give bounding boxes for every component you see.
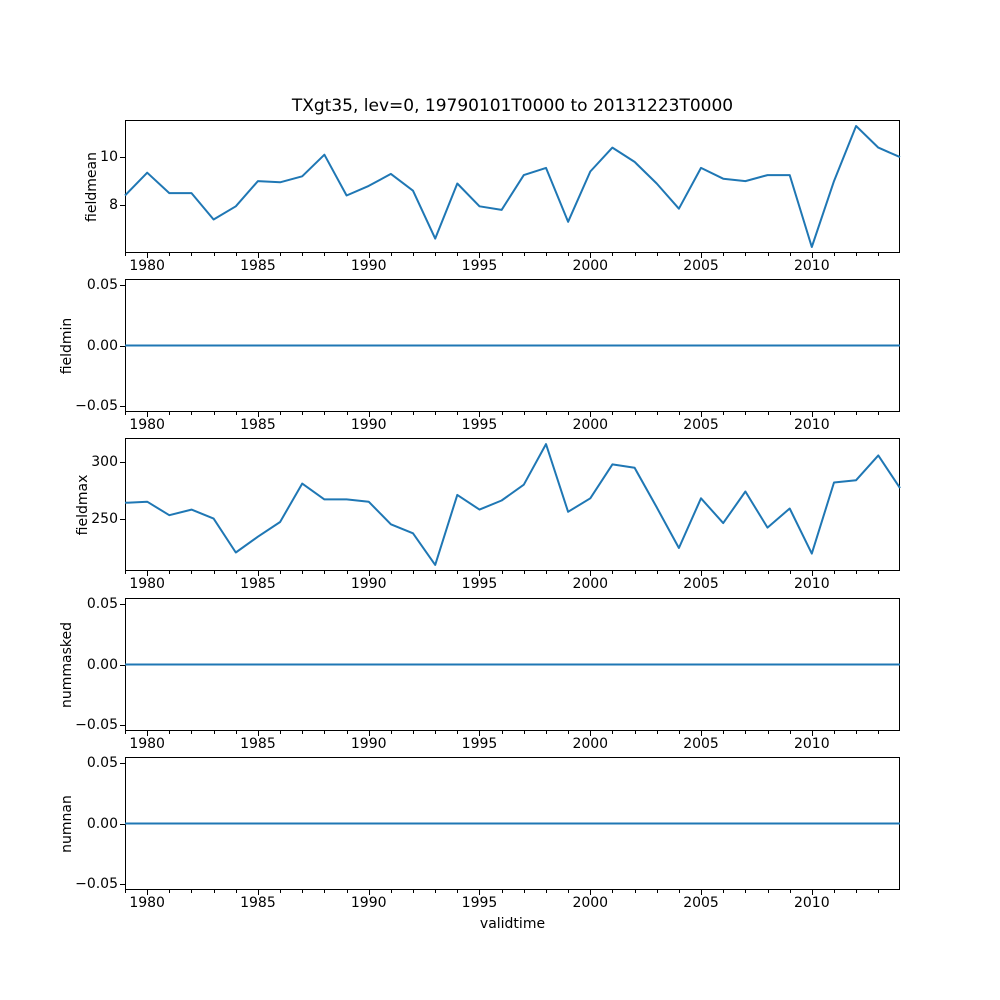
x-tick-label: 1990 xyxy=(350,895,387,911)
x-tick-label: 2005 xyxy=(683,258,719,274)
x-tick-label: 2000 xyxy=(572,895,609,911)
x-tick-label: 1995 xyxy=(461,736,498,752)
y-tick-label: 250 xyxy=(18,511,118,527)
x-tick-label: 1995 xyxy=(461,258,498,274)
fieldmin-plot-area xyxy=(120,279,900,417)
x-tick-label: 1990 xyxy=(350,736,387,752)
x-tick-label: 1985 xyxy=(240,895,276,911)
y-tick-label: 0.05 xyxy=(18,277,118,293)
y-tick-label-text: 8 xyxy=(109,197,118,214)
x-tick-label: 2010 xyxy=(793,736,830,752)
y-axis-label-fieldmin: fieldmin xyxy=(59,317,75,374)
x-tick-label: 1995 xyxy=(461,576,498,592)
x-tick-label: 2005 xyxy=(683,417,719,433)
x-tick-label: 1985 xyxy=(240,576,276,592)
y-tick-label: −0.05 xyxy=(18,876,118,892)
axes-border xyxy=(125,438,900,571)
nummasked-plot-area xyxy=(120,598,900,736)
fieldmean-line xyxy=(124,125,901,248)
x-tick-label: 1990 xyxy=(350,258,387,274)
fieldmean-plot-area xyxy=(120,120,901,258)
x-tick-label: 1980 xyxy=(129,895,165,911)
y-tick-label: 0.00 xyxy=(18,338,118,354)
x-tick-label: 1985 xyxy=(240,417,276,433)
y-tick-label: 0.05 xyxy=(18,755,118,771)
y-tick-label-text: −0.05 xyxy=(75,397,118,414)
x-tick-label: 1985 xyxy=(240,736,276,752)
y-tick-label-text: −0.05 xyxy=(75,875,118,892)
y-tick-label-text: 0.05 xyxy=(86,596,118,613)
subplot-fieldmin xyxy=(120,279,900,417)
x-tick-label: 1980 xyxy=(129,736,165,752)
x-tick-label: 2005 xyxy=(683,736,719,752)
y-tick-label: 10 xyxy=(18,149,118,165)
y-tick-label-text: 0.00 xyxy=(86,815,118,832)
x-tick-label: 2000 xyxy=(572,258,609,274)
x-tick-label: 2000 xyxy=(572,576,609,592)
x-tick-label: 2000 xyxy=(572,736,609,752)
y-tick-label: 300 xyxy=(18,454,118,470)
x-tick-label: 2010 xyxy=(793,895,830,911)
x-tick-label: 1985 xyxy=(240,258,276,274)
x-tick-label: 1980 xyxy=(129,576,165,592)
x-tick-label: 2010 xyxy=(793,576,830,592)
y-tick-label-text: 300 xyxy=(91,454,118,471)
subplot-fieldmean xyxy=(120,120,901,258)
x-tick-label: 1980 xyxy=(129,417,165,433)
x-tick-label: 1995 xyxy=(461,417,498,433)
subplot-nummasked xyxy=(120,598,900,736)
x-tick-label: 2000 xyxy=(572,417,609,433)
y-axis-label-numnan: numnan xyxy=(59,794,75,853)
y-tick-label-text: 250 xyxy=(91,510,118,527)
y-tick-label: −0.05 xyxy=(18,717,118,733)
y-tick-label-text: −0.05 xyxy=(75,716,118,733)
y-tick-label: −0.05 xyxy=(18,398,118,414)
y-tick-label: 0.00 xyxy=(18,816,118,832)
y-tick-label: 0.00 xyxy=(18,657,118,673)
numnan-plot-area xyxy=(120,757,900,895)
y-tick-label-text: 0.05 xyxy=(86,755,118,772)
x-axis-label: validtime xyxy=(479,916,546,932)
x-tick-label: 2005 xyxy=(683,895,719,911)
subplot-numnan xyxy=(120,757,900,895)
fieldmax-line xyxy=(124,443,901,566)
y-tick-label-text: 0.00 xyxy=(86,337,118,354)
subplot-fieldmax xyxy=(120,438,901,576)
x-tick-label: 2010 xyxy=(793,258,830,274)
figure-title: TXgt35, lev=0, 19790101T0000 to 20131223… xyxy=(291,96,734,116)
x-tick-label: 2005 xyxy=(683,576,719,592)
y-tick-label-text: 0.00 xyxy=(86,656,118,673)
y-axis-label-nummasked: nummasked xyxy=(59,621,75,708)
y-tick-label-text: 0.05 xyxy=(86,277,118,294)
fieldmax-plot-area xyxy=(120,438,901,576)
x-tick-label: 2010 xyxy=(793,417,830,433)
x-tick-label: 1990 xyxy=(350,576,387,592)
y-axis-label-fieldmean: fieldmean xyxy=(84,151,100,222)
y-tick-label: 8 xyxy=(18,197,118,213)
y-tick-label-text: 10 xyxy=(100,149,118,166)
x-tick-label: 1995 xyxy=(461,895,498,911)
y-tick-label: 0.05 xyxy=(18,596,118,612)
y-axis-label-fieldmax: fieldmax xyxy=(75,474,91,535)
x-tick-label: 1990 xyxy=(350,417,387,433)
x-tick-label: 1980 xyxy=(129,258,165,274)
axes-border xyxy=(125,120,900,253)
